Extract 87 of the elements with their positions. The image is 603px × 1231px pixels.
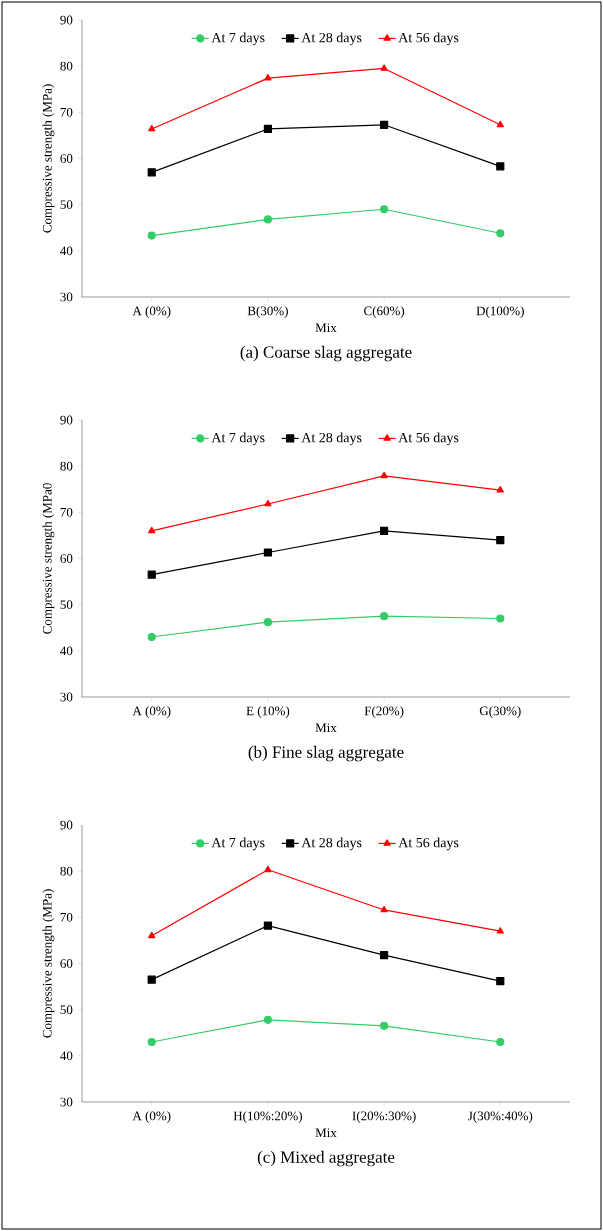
point: [380, 612, 389, 621]
point: [496, 614, 505, 623]
y-tick-label: 30: [60, 292, 73, 302]
x-tick-label: B(30%): [247, 306, 288, 318]
point: [147, 231, 156, 240]
point: [147, 168, 156, 177]
point: [380, 1021, 389, 1030]
legend-label: At 7 days: [211, 32, 265, 46]
y-axis-title: Compressive strength (MPa0: [42, 483, 55, 634]
x-axis-title: Mix: [315, 723, 337, 733]
x-tick-label: D(100%): [476, 306, 524, 318]
legend-label: At 28 days: [301, 432, 362, 446]
y-tick-label: 70: [60, 507, 73, 517]
point: [148, 931, 156, 939]
y-tick-label: 40: [60, 1051, 73, 1061]
point: [263, 124, 272, 134]
point: [264, 499, 272, 507]
x-tick-label: C(60%): [364, 306, 405, 318]
y-tick-label: 80: [60, 866, 73, 876]
point: [496, 1037, 505, 1047]
y-tick-label: 60: [60, 959, 73, 968]
point: [496, 535, 505, 545]
legend-label: At 56 days: [398, 32, 459, 46]
y-tick-label: 80: [60, 461, 73, 471]
point: [263, 1015, 272, 1024]
y-tick-label: 70: [60, 107, 73, 117]
legend-label: At 56 days: [398, 837, 459, 851]
x-tick-label: G(30%): [479, 706, 521, 718]
legend-label: At 7 days: [211, 432, 265, 446]
point: [380, 951, 389, 960]
x-tick-label: H(10%:20%): [233, 1111, 302, 1123]
y-tick-label: 60: [60, 154, 73, 163]
y-tick-label: 30: [60, 1097, 73, 1107]
legend-label: At 28 days: [301, 837, 362, 851]
point: [496, 162, 505, 171]
y-tick-label: 90: [60, 820, 73, 830]
point: [380, 526, 389, 535]
y-tick-label: 40: [60, 646, 73, 656]
x-tick-label: I(20%:30%): [352, 1111, 416, 1123]
point: [496, 229, 505, 238]
point: [380, 120, 389, 129]
y-axis-title: Compressive strength (MPa): [42, 84, 55, 233]
text: (b) Fine slag aggregate: [248, 745, 404, 762]
point: [264, 74, 272, 81]
x-tick-label: J(30%:40%): [468, 1111, 533, 1123]
y-tick-label: 30: [60, 692, 73, 702]
point: [147, 1037, 156, 1047]
point: [147, 632, 156, 642]
point: [380, 471, 388, 479]
point: [264, 865, 272, 873]
y-tick-label: 70: [60, 912, 73, 922]
point: [148, 124, 156, 132]
text: (a) Coarse slag aggregate: [240, 345, 412, 362]
x-tick-label: E (10%): [246, 706, 290, 718]
x-tick-label: F(20%): [364, 706, 404, 718]
point: [496, 976, 505, 986]
x-tick-label: A (0%): [132, 1111, 171, 1123]
y-tick-label: 90: [60, 415, 73, 425]
point: [380, 905, 388, 913]
point: [496, 486, 504, 493]
point: [263, 548, 272, 557]
point: [263, 921, 272, 930]
y-tick-label: 50: [60, 1005, 73, 1015]
point: [263, 215, 272, 224]
point: [147, 570, 156, 579]
y-tick-label: 50: [60, 200, 73, 210]
text: (c) Mixed aggregate: [257, 1150, 395, 1167]
x-axis-title: Mix: [315, 1128, 337, 1138]
legend-label: At 7 days: [211, 837, 265, 851]
legend-label: At 28 days: [301, 32, 362, 46]
point: [147, 975, 156, 984]
point: [380, 205, 389, 214]
x-axis-title: Mix: [315, 323, 337, 333]
point: [380, 64, 388, 71]
legend-label: At 56 days: [398, 432, 459, 446]
y-axis-title: Compressive strength (MPa): [42, 889, 55, 1038]
y-tick-label: 80: [60, 61, 73, 71]
x-tick-label: A (0%): [132, 706, 171, 718]
y-tick-label: 90: [60, 15, 73, 25]
point: [148, 526, 156, 534]
y-tick-label: 40: [60, 246, 73, 256]
y-tick-label: 60: [60, 554, 73, 563]
point: [263, 618, 272, 627]
point: [496, 120, 504, 128]
y-tick-label: 50: [60, 600, 73, 610]
x-tick-label: A (0%): [132, 306, 171, 318]
point: [496, 927, 504, 934]
